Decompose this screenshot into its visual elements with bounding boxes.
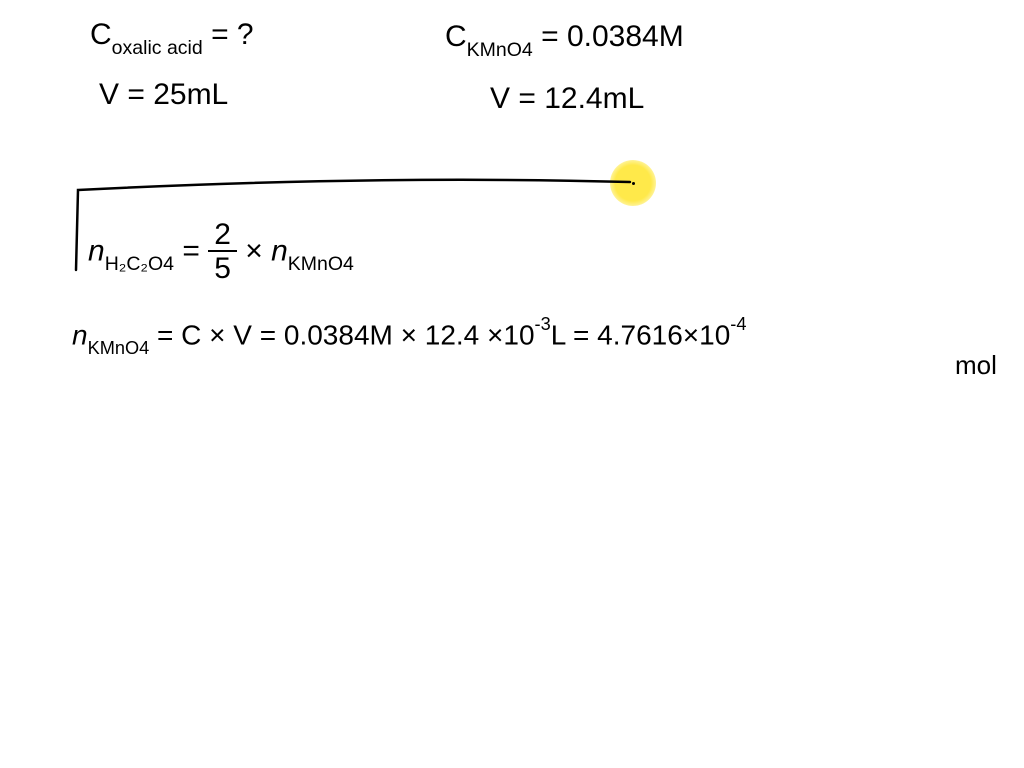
exponent-neg4: -4 bbox=[730, 314, 746, 334]
mole-ratio-equation: nH₂C₂O4 = 2 5 × nKMnO4 bbox=[88, 220, 354, 285]
symbol-n: n bbox=[72, 319, 88, 350]
fraction-two-fifths: 2 5 bbox=[208, 220, 237, 285]
subscript-h2c2o4: H₂C₂O4 bbox=[105, 253, 174, 275]
equals: = bbox=[182, 234, 208, 267]
calc-body-1: = C × V = 0.0384M × 12.4 ×10 bbox=[157, 319, 535, 350]
numerator: 2 bbox=[208, 220, 237, 252]
denominator: 5 bbox=[208, 252, 237, 285]
unit-mol: mol bbox=[955, 350, 997, 381]
symbol-c: C bbox=[445, 20, 467, 53]
symbol-c: C bbox=[90, 18, 112, 51]
subscript-oxalic: oxalic acid bbox=[112, 37, 203, 59]
given-left-volume: V = 25mL bbox=[99, 78, 228, 112]
given-right-concentration: CKMnO4 = 0.0384M bbox=[445, 20, 684, 59]
exponent-neg3: -3 bbox=[535, 314, 551, 334]
calc-body-2: L = 4.7616×10 bbox=[551, 319, 731, 350]
given-right-volume: V = 12.4mL bbox=[490, 82, 644, 116]
subscript-kmno4: KMnO4 bbox=[88, 338, 150, 358]
symbol-n: n bbox=[271, 234, 288, 267]
times: × bbox=[245, 234, 271, 267]
equals-value: = 0.0384M bbox=[541, 20, 684, 53]
subscript-kmno4: KMnO4 bbox=[467, 39, 533, 61]
moles-calculation: nKMnO4 = C × V = 0.0384M × 12.4 ×10-3L =… bbox=[72, 318, 746, 356]
symbol-n: n bbox=[88, 234, 105, 267]
equals-unknown: = ? bbox=[211, 18, 254, 51]
subscript-kmno4: KMnO4 bbox=[288, 253, 354, 275]
given-left-concentration: Coxalic acid = ? bbox=[90, 18, 254, 57]
